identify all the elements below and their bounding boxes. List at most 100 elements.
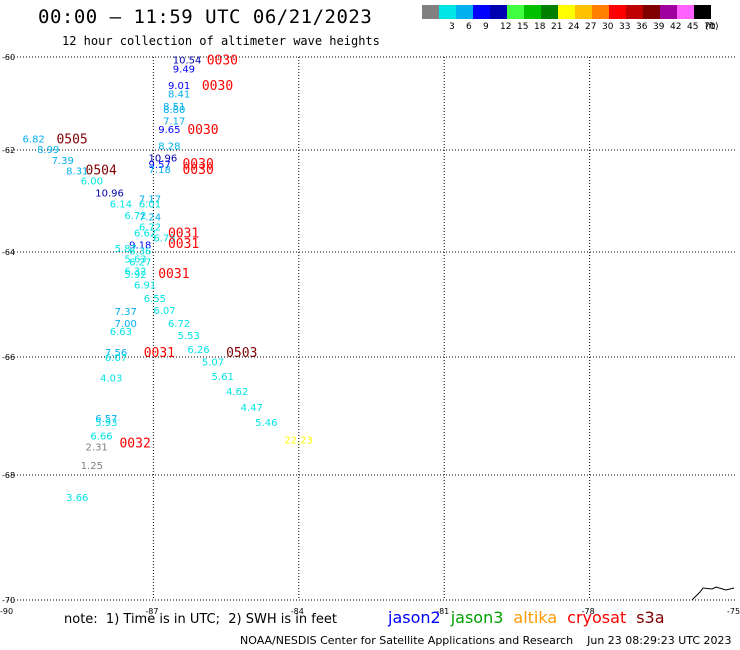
map-title: 00:00 – 11:59 UTC 06/21/2023 bbox=[38, 6, 373, 28]
pass-time-label: 0030 bbox=[182, 157, 213, 172]
observations-layer: 10.549.499.018.418.518.807.179.658.2810.… bbox=[23, 55, 313, 504]
latitude-tick-label: -62 bbox=[2, 146, 15, 155]
wave-height-label: 5.87 bbox=[115, 244, 137, 255]
wave-height-label: 6.27 bbox=[129, 257, 151, 268]
wave-height-label: 8.80 bbox=[163, 105, 185, 116]
latitude-tick-label: -68 bbox=[2, 471, 15, 480]
longitude-tick-label: -84 bbox=[291, 607, 304, 616]
pass-time-label: 0030 bbox=[187, 123, 218, 138]
latitude-tick-label: -66 bbox=[2, 353, 15, 362]
pass-time-label: 0503 bbox=[226, 346, 257, 361]
wave-height-label: 5.07 bbox=[202, 358, 224, 369]
wave-height-label: 5.53 bbox=[178, 331, 200, 342]
wave-height-label: 8.99 bbox=[37, 145, 59, 156]
wave-height-label: 6.72 bbox=[124, 211, 146, 222]
pass-time-label: 0030 bbox=[207, 53, 238, 68]
wave-height-label: 6.14 bbox=[110, 200, 132, 211]
wave-height-label: 7.18 bbox=[149, 165, 171, 176]
wave-height-label: 22.23 bbox=[284, 436, 313, 447]
wave-height-label: 4.62 bbox=[226, 387, 248, 398]
colorbar-label: 12 bbox=[500, 22, 512, 32]
colorbar-label: 45 bbox=[687, 22, 699, 32]
colorbar-label: 27 bbox=[585, 22, 597, 32]
credit-line: NOAA/NESDIS Center for Satellite Applica… bbox=[240, 634, 732, 647]
wave-height-label: 6.62 bbox=[134, 229, 156, 240]
wave-height-label: 6.26 bbox=[187, 345, 209, 356]
wave-height-label: 7.37 bbox=[115, 307, 137, 318]
colorbar-label: 36 bbox=[636, 22, 648, 32]
colorbar-swatch bbox=[439, 5, 456, 19]
wave-height-label: 9.01 bbox=[168, 81, 190, 92]
wave-height-label: 5.61 bbox=[212, 372, 234, 383]
wave-height-label: 5.63 bbox=[124, 254, 146, 265]
wave-height-label: 9.49 bbox=[173, 65, 195, 76]
wave-height-label: 2.31 bbox=[86, 443, 108, 454]
mission-legend-entry: altika bbox=[513, 608, 558, 627]
colorbar-label: 6 bbox=[466, 22, 472, 32]
wave-height-label: 6.78 bbox=[153, 234, 175, 245]
colorbar-swatch bbox=[558, 5, 575, 19]
wave-height-label: 1.25 bbox=[81, 461, 103, 472]
colorbar-swatch bbox=[422, 5, 439, 19]
colorbar-swatch bbox=[456, 5, 473, 19]
wave-height-label: 6.66 bbox=[90, 431, 112, 442]
longitude-tick-label: -78 bbox=[582, 607, 595, 616]
pass-time-label: 0031 bbox=[158, 267, 189, 282]
wave-height-label: 6.07 bbox=[105, 353, 127, 364]
longitude-tick-label: -81 bbox=[436, 607, 449, 616]
colorbar-swatch bbox=[609, 5, 626, 19]
pass-time-label: 0032 bbox=[119, 437, 150, 452]
mission-legend-entry: cryosat bbox=[567, 608, 627, 627]
colorbar-label: 24 bbox=[568, 22, 580, 32]
latitude-tick-label: -64 bbox=[2, 248, 15, 257]
wave-height-label: 6.91 bbox=[134, 281, 156, 292]
wave-height-label: 6.82 bbox=[23, 134, 45, 145]
colorbar-swatch bbox=[490, 5, 507, 19]
wave-height-label: 7.56 bbox=[105, 348, 127, 359]
pass-times-layer: 0030003000300030003005050504003100310031… bbox=[56, 53, 257, 451]
colorbar-label: 39 bbox=[653, 22, 665, 32]
wave-height-label: 9.18 bbox=[129, 240, 151, 251]
longitude-tick-label: -87 bbox=[145, 607, 158, 616]
wave-height-label: 6.63 bbox=[110, 327, 132, 338]
wave-height-label: 5.46 bbox=[255, 418, 277, 429]
mission-legend: jason2 jason3 altika cryosat s3a bbox=[388, 608, 675, 627]
coastline-segment bbox=[691, 586, 735, 601]
colorbar-swatch bbox=[592, 5, 609, 19]
wave-height-label: 3.66 bbox=[66, 493, 88, 504]
colorbar-swatch bbox=[575, 5, 592, 19]
map-grid bbox=[8, 56, 735, 601]
colorbar-label: 42 bbox=[670, 22, 682, 32]
pass-time-label: 0504 bbox=[86, 163, 117, 178]
wave-height-label: 6.32 bbox=[124, 266, 146, 277]
wave-height-label: 8.31 bbox=[66, 166, 88, 177]
wave-height-label: 5.93 bbox=[95, 418, 117, 429]
pass-time-label: 0030 bbox=[182, 163, 213, 178]
wave-height-label: 6.72 bbox=[168, 319, 190, 330]
colorbar-label: 70 bbox=[704, 22, 716, 32]
colorbar-swatch bbox=[677, 5, 694, 19]
map-subtitle: 12 hour collection of altimeter wave hei… bbox=[62, 34, 380, 48]
colorbar-label: 3 bbox=[449, 22, 455, 32]
wave-height-label: 9.65 bbox=[158, 125, 180, 136]
units-note: note: 1) Time is in UTC; 2) SWH is in fe… bbox=[64, 612, 337, 627]
longitude-tick-label: -90 bbox=[0, 607, 13, 616]
wave-height-label: 7.24 bbox=[139, 212, 161, 223]
latitude-tick-label: -60 bbox=[2, 53, 15, 62]
mission-legend-entry: s3a bbox=[636, 608, 665, 627]
colorbar-label: 30 bbox=[602, 22, 614, 32]
coastline bbox=[691, 586, 735, 601]
colorbar-label: 33 bbox=[619, 22, 631, 32]
colorbar-label: 15 bbox=[517, 22, 529, 32]
colorbar-swatch bbox=[541, 5, 558, 19]
colorbar-label: 9 bbox=[483, 22, 489, 32]
wave-height-label: 6.00 bbox=[81, 177, 103, 188]
wave-height-label: 5.92 bbox=[124, 270, 146, 281]
wave-height-label: 7.17 bbox=[163, 117, 185, 128]
colorbar-swatch bbox=[626, 5, 643, 19]
wave-height-label: 6.07 bbox=[153, 306, 175, 317]
wave-height-label: 10.54 bbox=[173, 55, 202, 66]
wave-height-label: 6.36 bbox=[129, 246, 151, 257]
colorbar-swatch bbox=[524, 5, 541, 19]
